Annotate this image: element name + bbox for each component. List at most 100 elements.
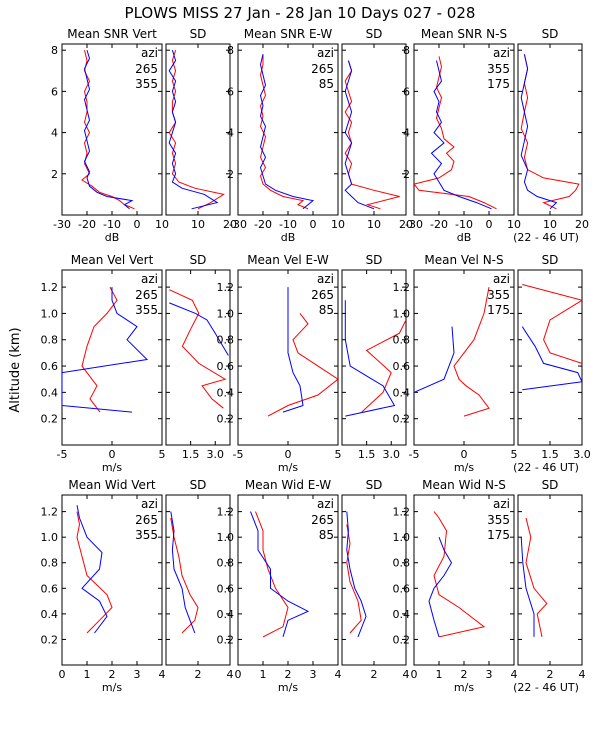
y-tick-label: 0.6 xyxy=(393,582,411,595)
panel-title: SD xyxy=(542,253,559,267)
x-tick-label: 10 xyxy=(507,218,521,231)
series-line-265 xyxy=(346,524,362,634)
y-tick-label: 2 xyxy=(227,168,234,181)
x-tick-label: -10 xyxy=(455,218,473,231)
legend-item: 265 xyxy=(135,62,158,76)
legend-title: azi xyxy=(317,46,334,60)
y-tick-label: 0.2 xyxy=(41,633,59,646)
x-axis-label: dB xyxy=(457,231,472,244)
x-tick-label: -5 xyxy=(409,448,420,461)
x-tick-label: 0 xyxy=(461,448,468,461)
x-tick-label: 1.5 xyxy=(182,448,200,461)
series-line-355 xyxy=(62,287,149,413)
x-axis-label: m/s xyxy=(102,681,122,694)
panel-title: SD xyxy=(366,27,383,41)
series-line-355 xyxy=(169,302,229,356)
legend-item: 355 xyxy=(487,288,510,302)
y-tick-label: 0.8 xyxy=(217,334,235,347)
x-tick-label: -10 xyxy=(279,218,297,231)
legend-item: 85 xyxy=(319,303,334,317)
x-tick-label: 1.5 xyxy=(358,448,376,461)
series-line-265 xyxy=(81,50,135,210)
y-axis-label: Altitude (km) xyxy=(8,327,23,412)
x-tick-label: 10 xyxy=(155,218,169,231)
panel-title: SD xyxy=(542,478,559,492)
x-tick-label: 20 xyxy=(223,218,237,231)
panel-title: SD xyxy=(190,478,207,492)
series-line-175 xyxy=(520,537,535,637)
y-tick-label: 6 xyxy=(227,85,234,98)
series-line-355 xyxy=(414,56,497,210)
y-tick-label: 0.8 xyxy=(41,334,59,347)
panel-r1-c1: SD 1.5 3.0 xyxy=(165,253,231,461)
legend-item: 85 xyxy=(319,77,334,91)
y-tick-label: 1.2 xyxy=(393,506,411,519)
y-tick-label: 0.2 xyxy=(393,633,411,646)
x-tick-label: 0 xyxy=(411,668,418,681)
series-line-355 xyxy=(522,284,582,364)
series-line-85 xyxy=(346,511,367,638)
x-tick-label: 3.0 xyxy=(206,448,224,461)
series-line-265 xyxy=(168,50,225,210)
x-tick-label: -30 xyxy=(229,218,247,231)
x-tick-label: 10 xyxy=(191,218,205,231)
legend-item: 355 xyxy=(487,62,510,76)
x-tick-label: 4 xyxy=(511,668,518,681)
series-line-265 xyxy=(81,286,118,413)
x-tick-label: 0 xyxy=(59,668,66,681)
x-tick-label: 20 xyxy=(575,218,589,231)
y-tick-label: 1.0 xyxy=(217,531,235,544)
panel-title: SD xyxy=(190,27,207,41)
series-line-265 xyxy=(259,54,309,210)
legend-item: 265 xyxy=(311,62,334,76)
series-line-85 xyxy=(259,54,315,210)
series-line-355 xyxy=(433,511,486,638)
panel-title: Mean SNR N-S xyxy=(421,27,507,41)
series-line-175 xyxy=(430,60,492,210)
x-axis-label: m/s xyxy=(102,461,122,474)
x-tick-label: 2 xyxy=(109,668,116,681)
legend-item: 175 xyxy=(487,77,510,91)
x-tick-label: 4 xyxy=(403,668,410,681)
x-tick-label: 4 xyxy=(227,668,234,681)
series-line-355 xyxy=(76,505,108,634)
y-tick-label: 0.2 xyxy=(41,413,59,426)
x-tick-label: 0 xyxy=(134,218,141,231)
x-tick-label: -20 xyxy=(430,218,448,231)
legend-item: 175 xyxy=(487,528,510,542)
series-line-355 xyxy=(520,54,580,210)
x-tick-label: -30 xyxy=(405,218,423,231)
panel-r1-c5: SD 1.5 3.0 xyxy=(517,253,591,461)
panel-r1-c0: Mean Vel Vert 0.2 0.4 0.6 0.8 1.0 1.2 -5 0 5 m/s az… xyxy=(41,253,166,474)
series-line-265 xyxy=(361,319,406,413)
legend-item: 355 xyxy=(487,513,510,527)
x-tick-label: 2 xyxy=(547,668,554,681)
panel-r1-c4: Mean Vel N-S 0.2 0.4 0.6 0.8 1.0 1.2 -5 0 5 m/s azi… xyxy=(393,253,518,474)
x-tick-label: 4 xyxy=(335,668,342,681)
y-tick-label: 0.6 xyxy=(41,582,59,595)
series-line-265 xyxy=(170,517,199,634)
y-tick-label: 6 xyxy=(51,85,58,98)
legend-item: 265 xyxy=(135,513,158,527)
panel-frame xyxy=(517,269,583,446)
panel-frame xyxy=(165,269,231,446)
y-tick-label: 0.8 xyxy=(217,557,235,570)
series-line-265 xyxy=(169,289,227,409)
y-tick-label: 0.6 xyxy=(41,360,59,373)
series-line-175 xyxy=(428,537,453,638)
panel-frame xyxy=(517,494,583,666)
series-line-85 xyxy=(344,300,396,417)
y-tick-label: 4 xyxy=(403,127,410,140)
y-tick-label: 0.4 xyxy=(217,386,235,399)
x-tick-label: 4 xyxy=(159,668,166,681)
series-line-85 xyxy=(282,287,304,413)
legend-item: 355 xyxy=(135,528,158,542)
legend-item: 265 xyxy=(311,288,334,302)
panel-title: Mean Wid N-S xyxy=(422,478,506,492)
panel-r2-c3: SD 2 4 xyxy=(341,478,410,681)
y-tick-label: 0.4 xyxy=(393,608,411,621)
